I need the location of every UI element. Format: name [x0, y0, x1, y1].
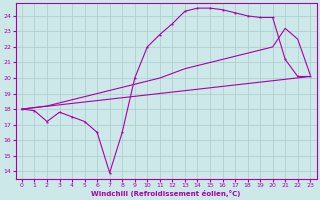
- X-axis label: Windchill (Refroidissement éolien,°C): Windchill (Refroidissement éolien,°C): [92, 190, 241, 197]
